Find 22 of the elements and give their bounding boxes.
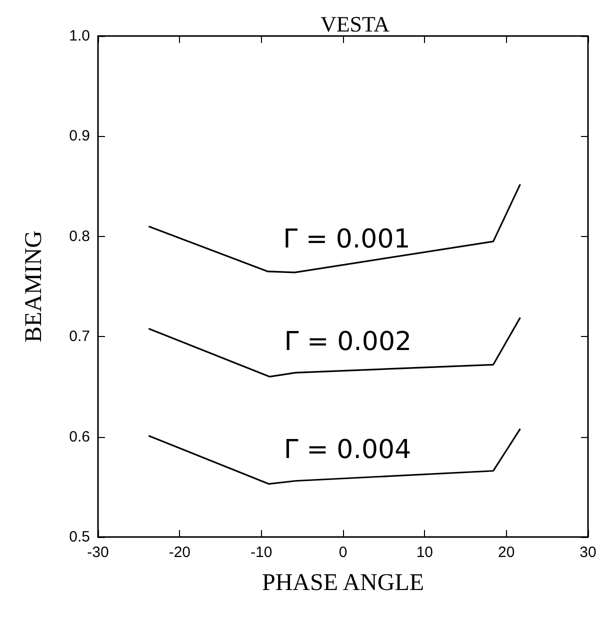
series-label: Γ = 0.001	[283, 224, 410, 254]
x-tick-label: 0	[338, 544, 348, 561]
y-tick-label: 0.5	[69, 528, 90, 546]
y-tick-label: 0.8	[69, 228, 90, 245]
series-label: Γ = 0.004	[284, 434, 412, 465]
y-axis-title: BEAMING	[21, 230, 47, 342]
line-series	[148, 316, 522, 378]
y-tick-label: 1.0	[69, 28, 90, 44]
x-axis-title: PHASE ANGLE	[262, 570, 424, 596]
x-tick-label: -10	[250, 544, 272, 561]
y-tick-label: 0.9	[69, 128, 90, 145]
series-label: Γ = 0.002	[284, 327, 412, 358]
y-tick-label: 0.6	[69, 428, 90, 446]
y-tick-label: 0.7	[69, 328, 90, 346]
x-tick-label: 10	[416, 544, 434, 561]
line-series	[148, 428, 522, 485]
x-tick-label: 30	[580, 544, 596, 561]
x-tick-label: 20	[498, 544, 515, 561]
chart-title: VESTA	[320, 12, 390, 36]
x-tick-label: -20	[168, 544, 191, 561]
x-tick-label: -30	[87, 544, 109, 561]
line-series	[148, 183, 522, 274]
